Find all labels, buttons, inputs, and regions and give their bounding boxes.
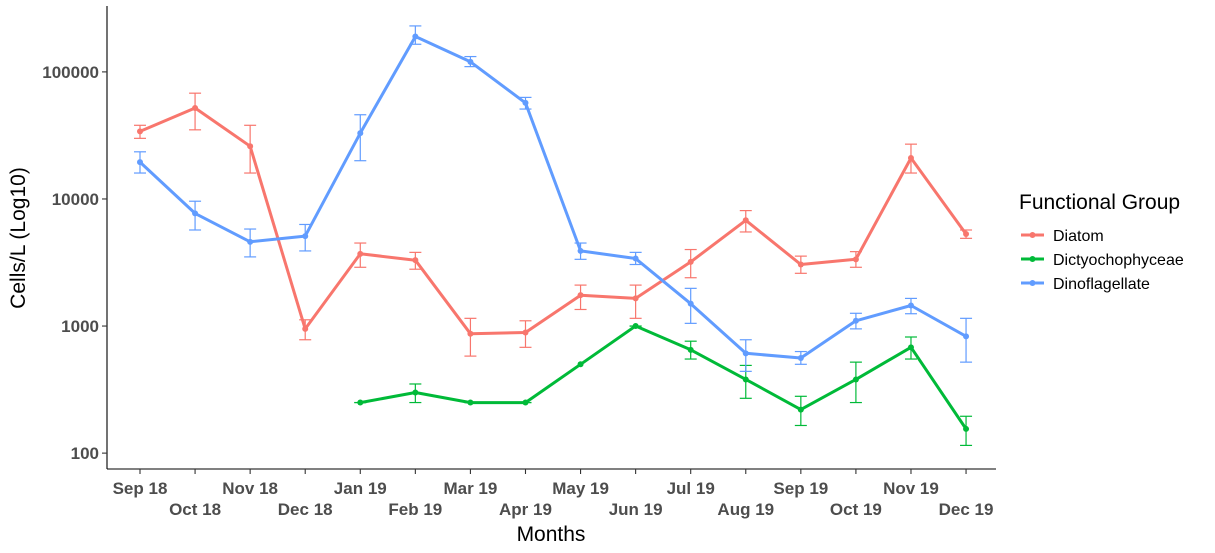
- data-point-dinoflagellate: [522, 99, 529, 106]
- data-point-diatom: [742, 217, 749, 224]
- data-point-dictyochophyceae: [797, 406, 804, 413]
- legend-marker: [1029, 256, 1036, 262]
- data-point-dinoflagellate: [467, 58, 474, 65]
- data-point-dictyochophyceae: [963, 425, 970, 432]
- data-point-dinoflagellate: [852, 317, 859, 324]
- data-point-dinoflagellate: [302, 233, 309, 240]
- data-point-diatom: [302, 325, 309, 332]
- error-bar: [629, 284, 642, 319]
- y-tick-label: 10000: [52, 190, 99, 209]
- x-tick-label: Feb 19: [388, 500, 442, 519]
- data-point-dinoflagellate: [963, 333, 970, 340]
- x-tick-label: Dec 18: [278, 500, 333, 519]
- data-point-dictyochophyceae: [522, 399, 529, 406]
- data-point-diatom: [357, 250, 364, 257]
- data-point-dictyochophyceae: [852, 376, 859, 383]
- error-bar: [354, 114, 367, 162]
- x-tick-label: Sep 18: [113, 479, 168, 498]
- y-axis-title: Cells/L (Log10): [7, 167, 30, 309]
- series-line-diatom: [139, 106, 968, 336]
- data-point-dinoflagellate: [577, 247, 584, 254]
- x-tick-label: Dec 19: [939, 500, 994, 519]
- error-bar: [960, 317, 973, 363]
- data-point-diatom: [852, 256, 859, 263]
- data-points: [137, 33, 970, 432]
- data-point-diatom: [247, 143, 254, 150]
- data-point-diatom: [137, 128, 143, 135]
- series-line-dictyochophyceae: [360, 324, 968, 430]
- axes: [106, 6, 996, 470]
- legend-label: Diatom: [1053, 228, 1104, 245]
- data-point-dictyochophyceae: [577, 361, 584, 368]
- data-point-diatom: [797, 261, 804, 268]
- y-tick-label: 1000: [61, 317, 99, 336]
- legend-label: Dictyochophyceae: [1053, 252, 1184, 269]
- data-point-diatom: [522, 329, 529, 336]
- error-bar: [464, 317, 477, 357]
- data-point-dinoflagellate: [797, 355, 804, 362]
- legend-label: Dinoflagellate: [1053, 276, 1150, 293]
- data-point-dictyochophyceae: [742, 376, 749, 383]
- x-tick-label: Jan 19: [334, 479, 387, 498]
- data-point-diatom: [687, 258, 694, 265]
- data-point-dinoflagellate: [742, 350, 749, 357]
- error-bar: [189, 92, 202, 131]
- data-point-diatom: [577, 292, 584, 299]
- data-point-dictyochophyceae: [467, 399, 474, 406]
- data-point-diatom: [632, 295, 639, 302]
- x-axis-title: Months: [517, 523, 586, 546]
- data-point-dinoflagellate: [687, 300, 694, 307]
- legend-item: Dictyochophyceae: [1021, 252, 1184, 269]
- data-point-diatom: [192, 104, 199, 111]
- x-tick-label: Aug 19: [717, 500, 774, 519]
- y-tick-label: 100: [71, 444, 99, 463]
- x-tick-label: Oct 19: [830, 500, 882, 519]
- x-tick-label: Nov 18: [222, 479, 278, 498]
- legend-marker: [1029, 280, 1036, 286]
- data-point-dictyochophyceae: [632, 323, 639, 330]
- data-point-dictyochophyceae: [907, 344, 914, 351]
- data-point-diatom: [907, 155, 914, 162]
- data-point-diatom: [963, 231, 970, 238]
- legend-item: Diatom: [1021, 228, 1104, 245]
- x-tick-label: Jun 19: [609, 500, 663, 519]
- legend-items: Diatom Dictyochophyceae Dinoflagellate: [1021, 228, 1184, 293]
- data-point-diatom: [412, 257, 419, 264]
- data-point-dinoflagellate: [357, 130, 364, 137]
- data-point-dictyochophyceae: [357, 399, 364, 406]
- data-point-dinoflagellate: [907, 302, 914, 309]
- data-point-dictyochophyceae: [412, 389, 419, 396]
- data-point-diatom: [467, 330, 474, 337]
- y-ticks: 100 1000 10000 100000: [42, 63, 107, 463]
- x-tick-label: Oct 18: [169, 500, 221, 519]
- x-tick-label: Jul 19: [667, 479, 715, 498]
- y-tick-label: 100000: [42, 63, 99, 82]
- series-line-dinoflagellate: [138, 35, 967, 360]
- x-tick-label: May 19: [552, 479, 609, 498]
- legend-marker: [1029, 232, 1036, 238]
- legend-title: Functional Group: [1019, 191, 1180, 214]
- legend-item: Dinoflagellate: [1021, 276, 1150, 293]
- data-point-dictyochophyceae: [687, 346, 694, 353]
- x-tick-label: Apr 19: [499, 500, 552, 519]
- data-point-dinoflagellate: [632, 255, 639, 262]
- x-tick-label: Mar 19: [443, 479, 497, 498]
- x-tick-label: Nov 19: [883, 479, 939, 498]
- data-point-dinoflagellate: [247, 238, 254, 245]
- legend: Functional Group DiatomDictyochophyceaeD…: [1019, 191, 1184, 293]
- data-point-dinoflagellate: [192, 210, 199, 217]
- data-point-dinoflagellate: [412, 33, 419, 40]
- series-lines: [138, 35, 968, 430]
- x-tick-label: Sep 19: [773, 479, 828, 498]
- data-point-dinoflagellate: [137, 159, 143, 166]
